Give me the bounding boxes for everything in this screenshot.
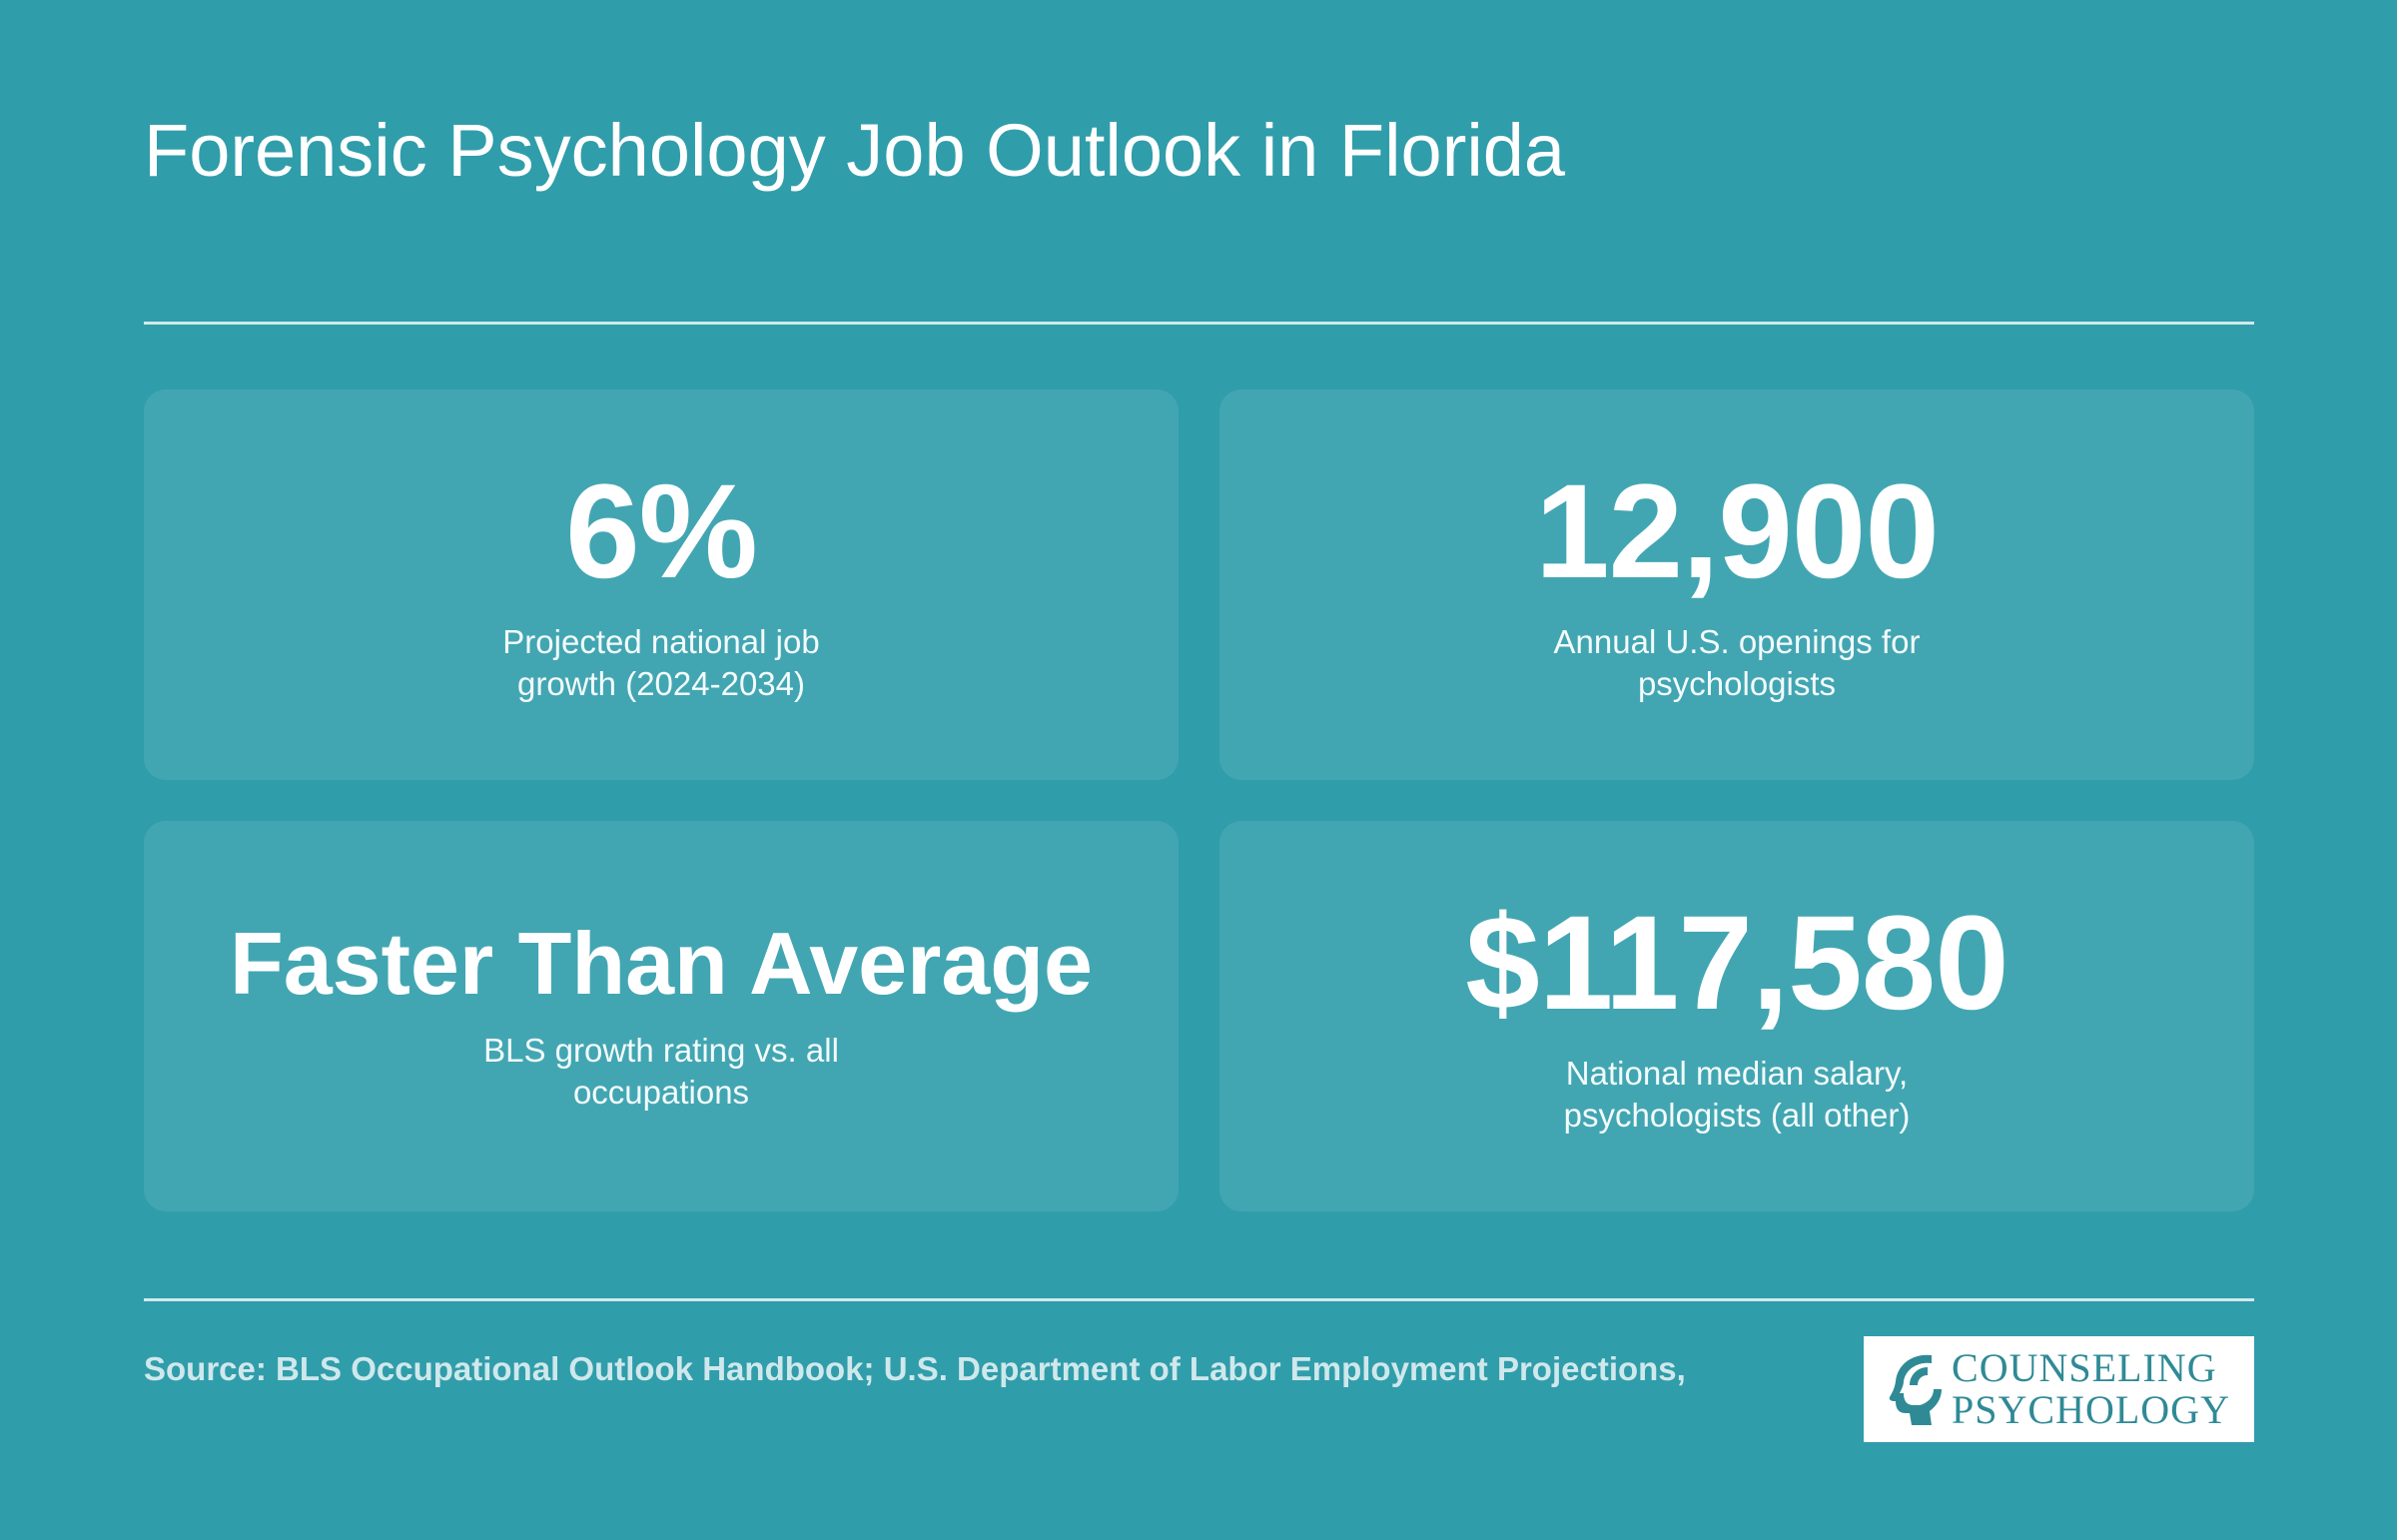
stat-value: Faster Than Average [229,913,1093,1013]
source-citation: Source: BLS Occupational Outlook Handboo… [144,1350,1686,1387]
stat-description: Projected national job growth (2024-2034… [502,622,820,702]
stat-card-job-growth: 6% Projected national job growth (2024-2… [144,389,1179,780]
stat-value: 12,900 [1535,456,1940,606]
stat-description: Annual U.S. openings for psychologists [1553,622,1921,702]
stat-description: BLS growth rating vs. all occupations [483,1031,839,1111]
stat-card-annual-openings: 12,900 Annual U.S. openings for psycholo… [1219,389,2254,780]
stat-value: $117,580 [1465,888,2009,1038]
stat-description: National median salary, psychologists (a… [1563,1054,1911,1134]
top-divider [144,322,2254,325]
bottom-divider [144,1298,2254,1301]
brand-logo[interactable]: COUNSELING PSYCHOLOGY [1864,1336,2254,1442]
head-profile-icon [1889,1354,1943,1425]
stat-value: 6% [565,456,758,606]
stat-card-growth-rating: Faster Than Average BLS growth rating vs… [144,821,1179,1211]
page-title: Forensic Psychology Job Outlook in Flori… [144,109,1566,192]
stat-card-median-salary: $117,580 National median salary, psychol… [1219,821,2254,1211]
logo-line-2: PSYCHOLOGY [1952,1387,2230,1432]
logo-line-1: COUNSELING [1952,1345,2217,1390]
logo-wordmark: COUNSELING PSYCHOLOGY [1952,1348,2230,1430]
